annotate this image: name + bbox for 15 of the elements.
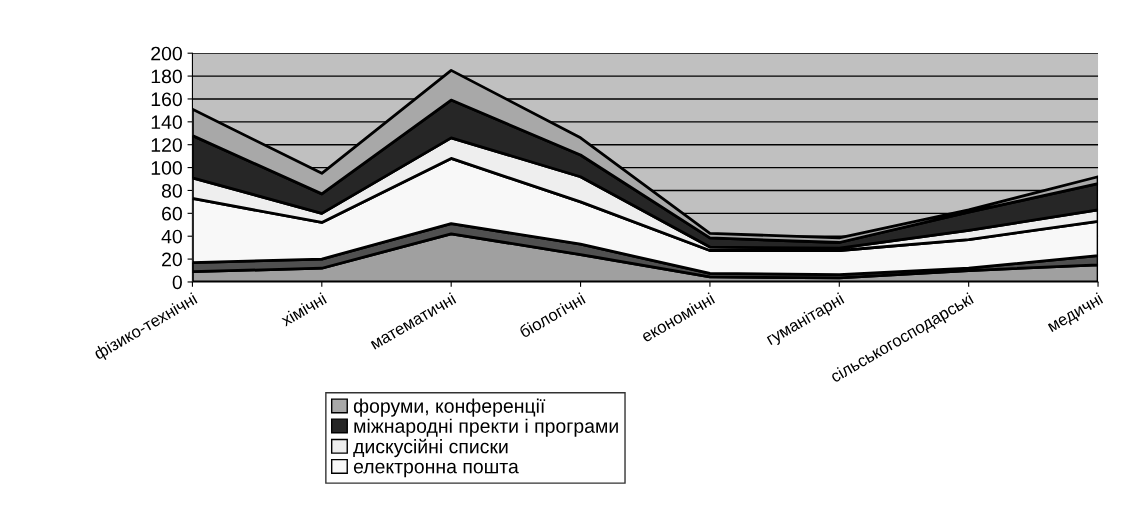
legend-label: форуми, конференції — [353, 398, 546, 417]
legend-label: міжнародні пректи і програми — [354, 418, 618, 437]
y-tick-label: 0 — [172, 275, 182, 290]
y-tick-label: 160 — [151, 92, 182, 107]
legend-label: дискусійні списки — [353, 438, 508, 458]
y-tick-label: 180 — [151, 69, 182, 84]
y-tick-label: 120 — [151, 138, 182, 152]
y-tick-label: 80 — [161, 183, 182, 198]
legend-label: електронна пошта — [353, 462, 519, 478]
y-tick-label: 40 — [161, 229, 182, 244]
y-tick-label: 140 — [151, 115, 182, 130]
y-tick-label: 200 — [151, 46, 182, 61]
y-tick-label: 60 — [162, 206, 182, 221]
y-tick-label: 100 — [151, 161, 182, 175]
y-tick-label: 20 — [162, 252, 182, 267]
